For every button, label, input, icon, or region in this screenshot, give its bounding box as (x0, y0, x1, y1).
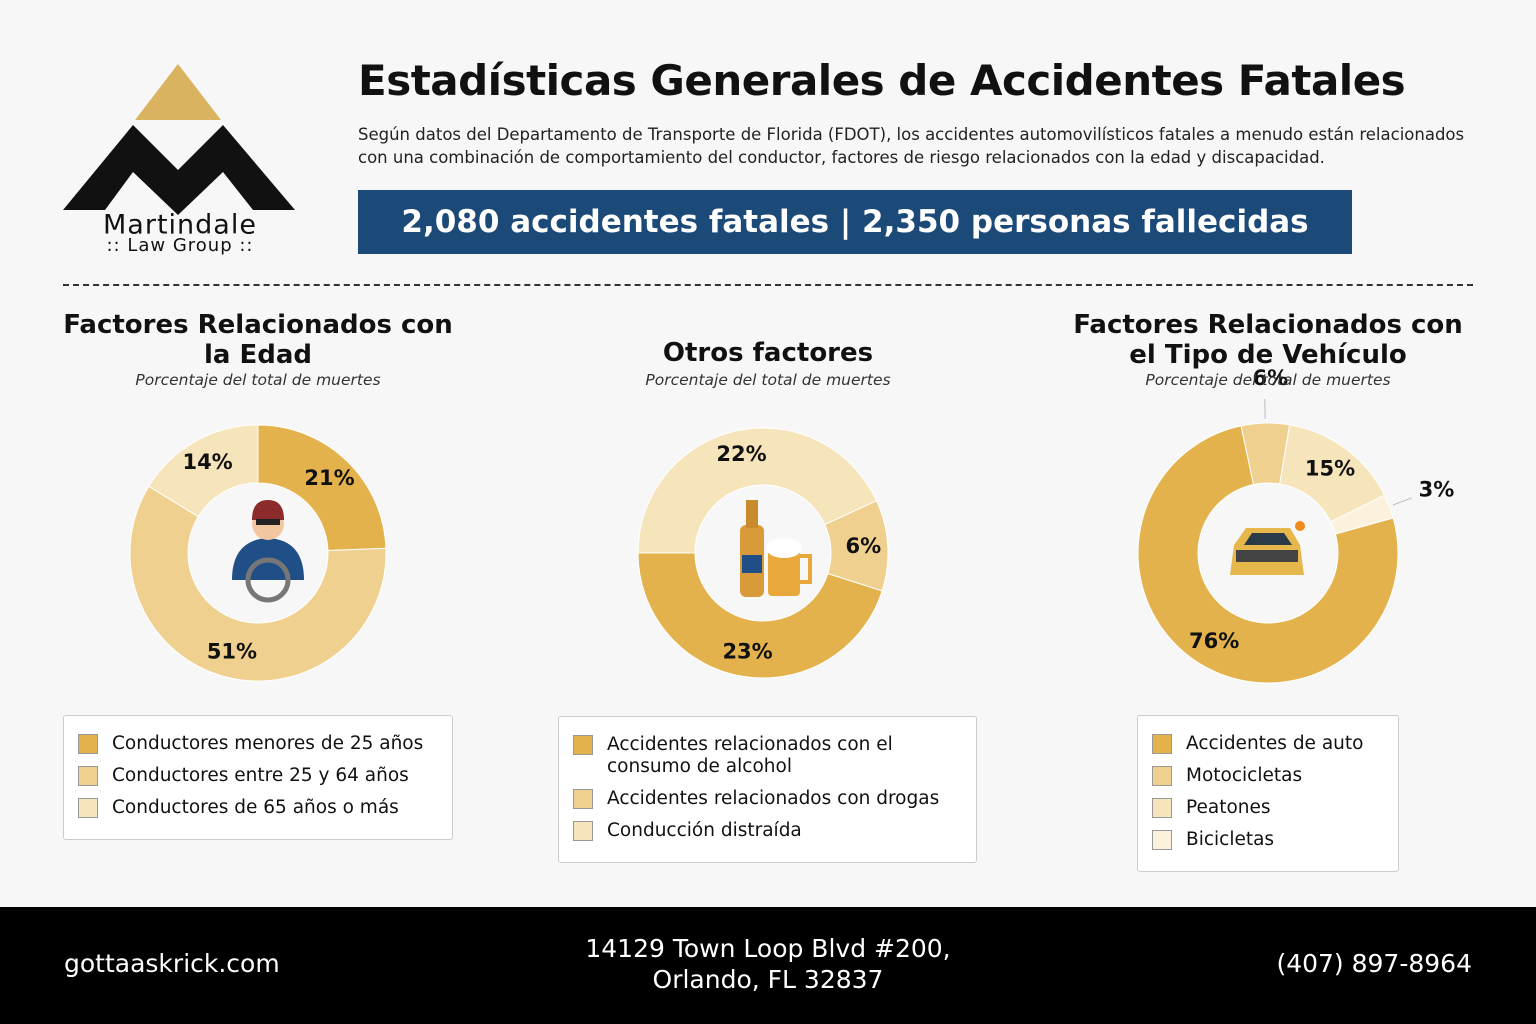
leader-line (1392, 497, 1412, 506)
legend-label: Motocicletas (1186, 765, 1303, 786)
address: 14129 Town Loop Blvd #200, Orlando, FL 3… (585, 934, 951, 994)
description: Según datos del Departamento de Transpor… (358, 125, 1465, 167)
divider (63, 284, 1473, 286)
beer-icon (740, 500, 812, 597)
legend-item: Conductores de 65 años o más (78, 797, 438, 819)
legend: Conductores menores de 25 años Conductore… (63, 715, 453, 840)
legend-swatch (573, 821, 593, 841)
legend-item: Bicicletas (1152, 829, 1384, 851)
legend-item: Conducción distraída (573, 820, 962, 842)
website: gottaaskrick.com (64, 949, 280, 978)
legend-label: Conductores menores de 25 años (112, 733, 424, 754)
legend-item: Accidentes relacionados con drogas (573, 788, 962, 810)
driver-icon (232, 500, 304, 603)
chart-subtitle: Porcentaje del total de muertes (645, 371, 891, 389)
donut-slice (129, 485, 387, 682)
chart-subtitle: Porcentaje del total de muertes (135, 371, 381, 389)
chart-title: Factores Relacionados con la Edad (63, 310, 453, 370)
chart-title: Otros factores (662, 338, 874, 368)
legend-item: Peatones (1152, 797, 1384, 819)
legend-label: Conducción distraída (607, 820, 802, 841)
donut-slice (637, 427, 878, 554)
legend-label: Peatones (1186, 797, 1271, 818)
value-label: 22% (716, 442, 766, 466)
value-label: 6% (1253, 366, 1289, 390)
value-label: 51% (207, 640, 257, 664)
logo: Martindale :: Law Group :: (63, 64, 295, 256)
value-label: 3% (1419, 478, 1455, 502)
legend-item: Motocicletas (1152, 765, 1384, 787)
legend-swatch (78, 766, 98, 786)
chart-subtitle: Porcentaje del total de muertes (1145, 371, 1391, 389)
legend-swatch (573, 789, 593, 809)
value-label: 21% (304, 466, 354, 490)
phone: (407) 897-8964 (1276, 949, 1472, 978)
legend-swatch (78, 734, 98, 754)
title: Estadísticas Generales de Accidentes Fat… (358, 56, 1406, 105)
charts: 21% 51% 14% 22% 6% 23% 6% 15% 3% 76% (129, 366, 1455, 684)
value-label: 6% (845, 534, 881, 558)
legend-item: Accidentes relacionados con el consumo d… (573, 734, 962, 778)
legend-swatch (1152, 734, 1172, 754)
legend-item: Accidentes de auto (1152, 733, 1384, 755)
legend: Accidentes relacionados con el consumo d… (558, 716, 977, 863)
legend-item: Conductores entre 25 y 64 años (78, 765, 438, 787)
legend-swatch (1152, 766, 1172, 786)
banner: 2,080 accidentes fatales | 2,350 persona… (358, 190, 1352, 254)
footer: gottaaskrick.com 14129 Town Loop Blvd #2… (0, 907, 1536, 1024)
legend-label: Accidentes de auto (1186, 733, 1364, 754)
legend: Accidentes de auto Motocicletas Peatones Bi… (1137, 715, 1399, 872)
legend-label: Conductores entre 25 y 64 años (112, 765, 409, 786)
donut-slice (637, 552, 883, 679)
legend-swatch (1152, 798, 1172, 818)
legend-swatch (78, 798, 98, 818)
chart-title: Factores Relacionados con el Tipo de Veh… (1073, 310, 1463, 370)
legend-swatch (573, 735, 593, 755)
donut-slice (1137, 425, 1399, 684)
legend-label: Accidentes relacionados con el consumo d… (607, 734, 893, 777)
value-label: 76% (1189, 629, 1239, 653)
legend-label: Accidentes relacionados con drogas (607, 788, 940, 809)
value-label: 23% (722, 639, 772, 663)
donut-slice (257, 424, 387, 551)
legend-swatch (1152, 830, 1172, 850)
legend-label: Conductores de 65 años o más (112, 797, 399, 818)
legend-item: Conductores menores de 25 años (78, 733, 438, 755)
logo-name: Martindale (103, 210, 257, 241)
donut-slice (148, 424, 259, 518)
value-label: 15% (1305, 457, 1355, 481)
car-icon (1230, 521, 1305, 575)
logo-sub: :: Law Group :: (106, 235, 253, 256)
legend-label: Bicicletas (1186, 829, 1275, 850)
value-label: 14% (182, 450, 232, 474)
